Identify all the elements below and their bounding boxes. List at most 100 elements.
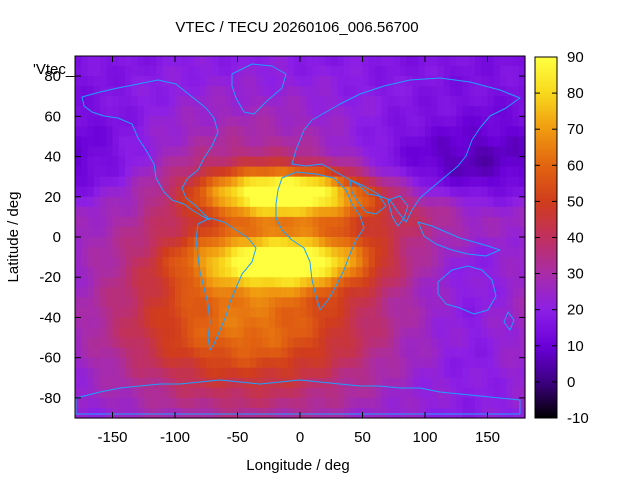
heatmap-cell (256, 66, 264, 77)
heatmap-cell (462, 156, 470, 168)
heatmap-cell (512, 126, 520, 138)
colorbar-segment (535, 225, 557, 229)
y-tick-label: -80 (39, 390, 61, 407)
heatmap-cell (181, 206, 189, 218)
heatmap-cell (512, 56, 520, 67)
heatmap-cell (143, 327, 151, 339)
heatmap-cell (256, 186, 264, 198)
heatmap-cell (487, 357, 495, 369)
heatmap-cell (112, 307, 120, 319)
heatmap-cell (393, 86, 401, 97)
heatmap-cell (262, 66, 270, 77)
heatmap-cell (187, 247, 195, 258)
heatmap-cell (143, 176, 151, 188)
heatmap-cell (312, 267, 320, 278)
heatmap-cell (162, 116, 170, 127)
heatmap-cell (175, 277, 182, 288)
heatmap-cell (468, 277, 476, 288)
heatmap-cell (481, 96, 489, 107)
heatmap-cell (468, 357, 476, 369)
heatmap-cell (287, 136, 295, 148)
heatmap-cell (162, 136, 170, 148)
heatmap-cell (287, 337, 295, 349)
heatmap-cell (87, 377, 95, 389)
heatmap-cell (293, 206, 301, 218)
heatmap-cell (206, 327, 214, 339)
heatmap-cell (162, 327, 170, 339)
heatmap-cell (125, 277, 132, 288)
heatmap-cell (487, 146, 495, 158)
heatmap-cell (150, 126, 157, 138)
heatmap-cell (387, 297, 395, 308)
colorbar-segment (535, 297, 557, 302)
heatmap-cell (137, 216, 145, 228)
heatmap-cell (200, 206, 207, 218)
heatmap-cell (412, 287, 420, 298)
heatmap-cell (187, 387, 195, 399)
colorbar-segment (535, 162, 557, 166)
heatmap-cell (212, 387, 220, 399)
heatmap-cell (437, 206, 445, 218)
heatmap-cell (418, 367, 426, 379)
heatmap-cell (381, 66, 389, 77)
heatmap-cell (393, 347, 401, 359)
heatmap-cell (381, 146, 389, 158)
heatmap-cell (118, 216, 126, 228)
heatmap-cell (387, 307, 395, 319)
heatmap-cell (156, 86, 164, 97)
colorbar-segment (535, 84, 557, 88)
heatmap-cell (318, 367, 326, 379)
heatmap-cell (81, 337, 89, 349)
heatmap-cell (300, 347, 307, 359)
colorbar-segment (535, 90, 557, 94)
heatmap-cell (106, 196, 114, 208)
heatmap-cell (481, 277, 489, 288)
heatmap-cell (487, 216, 495, 228)
coastline-new-zealand (503, 311, 515, 331)
heatmap-cell (268, 116, 276, 127)
heatmap-cell (475, 226, 482, 238)
heatmap-cell (262, 337, 270, 349)
heatmap-cell (200, 216, 207, 228)
heatmap-cell (325, 307, 332, 319)
heatmap-cell (456, 357, 464, 369)
heatmap-cell (387, 347, 395, 359)
heatmap-cell (231, 66, 239, 77)
heatmap-cell (87, 196, 95, 208)
heatmap-cell (406, 146, 414, 158)
heatmap-cell (331, 367, 339, 379)
heatmap-cell (493, 407, 501, 419)
heatmap-cell (237, 267, 245, 278)
heatmap-cell (143, 257, 151, 268)
heatmap-cell (456, 327, 464, 339)
heatmap-cell (262, 76, 270, 87)
heatmap-cell (450, 226, 457, 238)
heatmap-cell (400, 327, 407, 339)
heatmap-cell (468, 146, 476, 158)
heatmap-cell (218, 297, 226, 308)
heatmap-cell (493, 367, 501, 379)
heatmap-cell (350, 247, 357, 258)
heatmap-cell (137, 317, 145, 329)
colorbar-segment (535, 306, 557, 311)
colorbar-tick-label: 0 (567, 374, 575, 391)
heatmap-cell (137, 397, 145, 409)
heatmap-cell (268, 216, 276, 228)
heatmap-cell (431, 297, 439, 308)
heatmap-cell (268, 176, 276, 188)
heatmap-cell (425, 367, 432, 379)
heatmap-cell (475, 166, 482, 178)
heatmap-cell (418, 76, 426, 87)
heatmap-cell (368, 387, 376, 399)
colorbar-segment (535, 72, 557, 76)
heatmap-cell (187, 307, 195, 319)
colorbar-segment (535, 414, 557, 419)
heatmap-cell (512, 237, 520, 248)
heatmap-cell (362, 277, 370, 288)
heatmap-cell (456, 66, 464, 77)
heatmap-cell (218, 357, 226, 369)
heatmap-cell (75, 166, 82, 178)
heatmap-cell (437, 397, 445, 409)
heatmap-cell (506, 237, 514, 248)
heatmap-cell (200, 377, 207, 389)
